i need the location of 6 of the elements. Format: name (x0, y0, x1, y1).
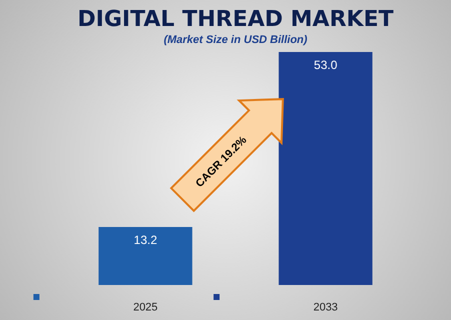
chart-subtitle: (Market Size in USD Billion) (164, 34, 308, 46)
chart-title: DIGITAL THREAD MARKET (78, 7, 394, 32)
data-label: 53.0 (314, 58, 338, 72)
x-tick-label: 2033 (313, 302, 338, 314)
data-label: 13.2 (134, 232, 158, 247)
x-tick-label: 2025 (133, 302, 158, 314)
